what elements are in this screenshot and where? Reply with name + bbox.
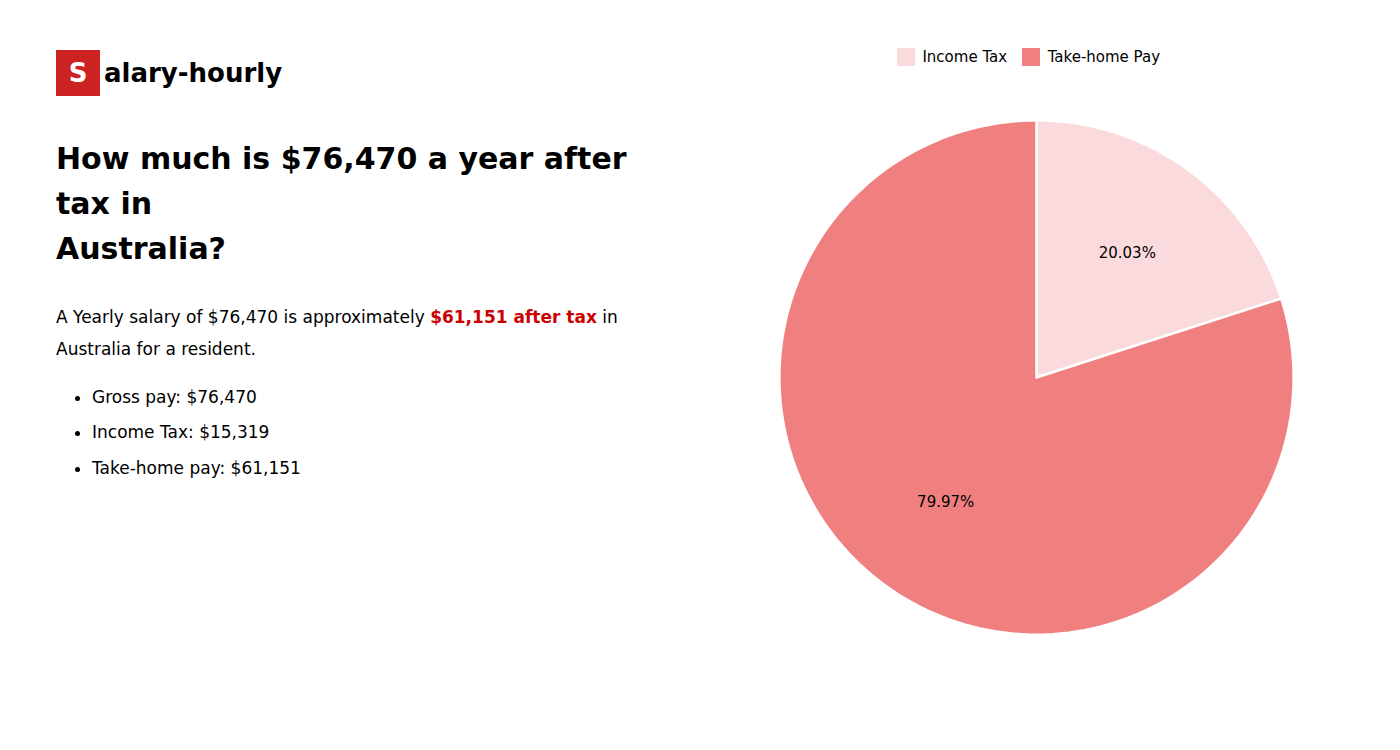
- html-text:Income Tax: Income Tax: [922, 47, 1008, 66]
- html-text:alary-hourly: alary-hourly: [104, 58, 283, 88]
- html-text:Take-home pay: $61,151: Take-home pay: $61,151: [92, 458, 301, 478]
- html-text:S: S: [68, 58, 88, 88]
- html-text:Australia for a resident.: Australia for a resident.: [56, 339, 256, 360]
- html-text:How much is $76,470 a year aft: How much is $76,470 a year after tax in …: [56, 141, 627, 266]
- html-text:Take-home Pay: Take-home Pay: [1047, 47, 1161, 66]
- html-text:A Yearly salary of $76,470 is: A Yearly salary of $76,470 is approximat…: [56, 307, 618, 327]
- svg-text:79.97%: 79.97%: [917, 493, 974, 511]
- html-text:Income Tax: $15,319: Income Tax: $15,319: [92, 422, 270, 443]
- html-text:Gross pay: $76,470: Gross pay: $76,470: [92, 386, 257, 407]
- svg-text:20.03%: 20.03%: [1099, 243, 1156, 261]
